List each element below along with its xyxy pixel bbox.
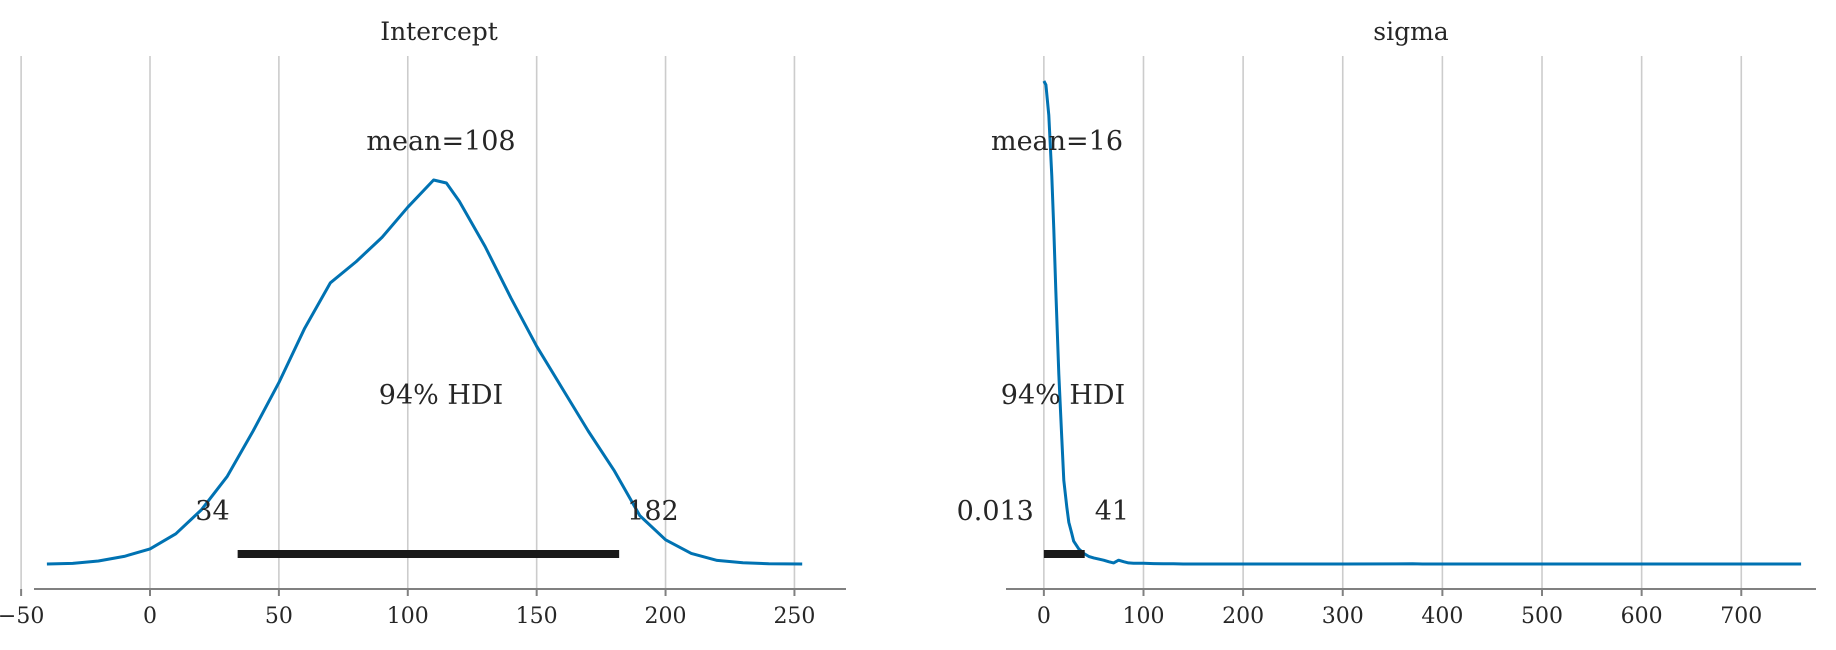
hdi-high-label: 41 [1095, 496, 1129, 527]
x-tick-label: 100 [1122, 604, 1164, 629]
x-tick-label: 50 [265, 604, 293, 629]
panel-title: Intercept [380, 17, 498, 46]
x-tick-label: 700 [1720, 604, 1762, 629]
x-tick-label: 600 [1621, 604, 1663, 629]
density-curve [46, 178, 803, 566]
hdi-label: 94% HDI [1001, 380, 1125, 411]
mean-label: mean=16 [991, 126, 1123, 157]
x-tick-label: 200 [645, 604, 687, 629]
x-tick-label: 250 [773, 604, 815, 629]
x-tick-label: 400 [1421, 604, 1463, 629]
x-tick-label: 0 [143, 604, 157, 629]
x-tick-label: 100 [387, 604, 429, 629]
sigma-panel: sigma mean=16 94% HDI 0.013 41 0 100 200 30… [957, 17, 1816, 629]
gridlines [20, 56, 796, 589]
hdi-low-label: 34 [195, 496, 229, 527]
x-tick-label: −50 [0, 604, 44, 629]
hdi-low-label: 0.013 [957, 496, 1034, 527]
x-tick-label: 150 [516, 604, 558, 629]
hdi-high-label: 182 [627, 496, 679, 527]
x-tick-label: 300 [1322, 604, 1364, 629]
x-tick-label: 500 [1521, 604, 1563, 629]
panel-title: sigma [1373, 17, 1449, 46]
hdi-label: 94% HDI [379, 380, 503, 411]
x-tick-label: 0 [1037, 604, 1051, 629]
x-axis-ticks: 0 100 200 300 400 500 600 700 [1037, 589, 1762, 629]
density-curve [1042, 80, 1802, 566]
mean-label: mean=108 [366, 126, 515, 157]
intercept-panel: Intercept mean=108 94% HDI 34 182 −50 0 50… [0, 17, 846, 629]
x-axis-ticks: −50 0 50 100 150 200 250 [0, 589, 815, 629]
x-tick-label: 200 [1222, 604, 1264, 629]
gridlines [1043, 56, 1743, 589]
